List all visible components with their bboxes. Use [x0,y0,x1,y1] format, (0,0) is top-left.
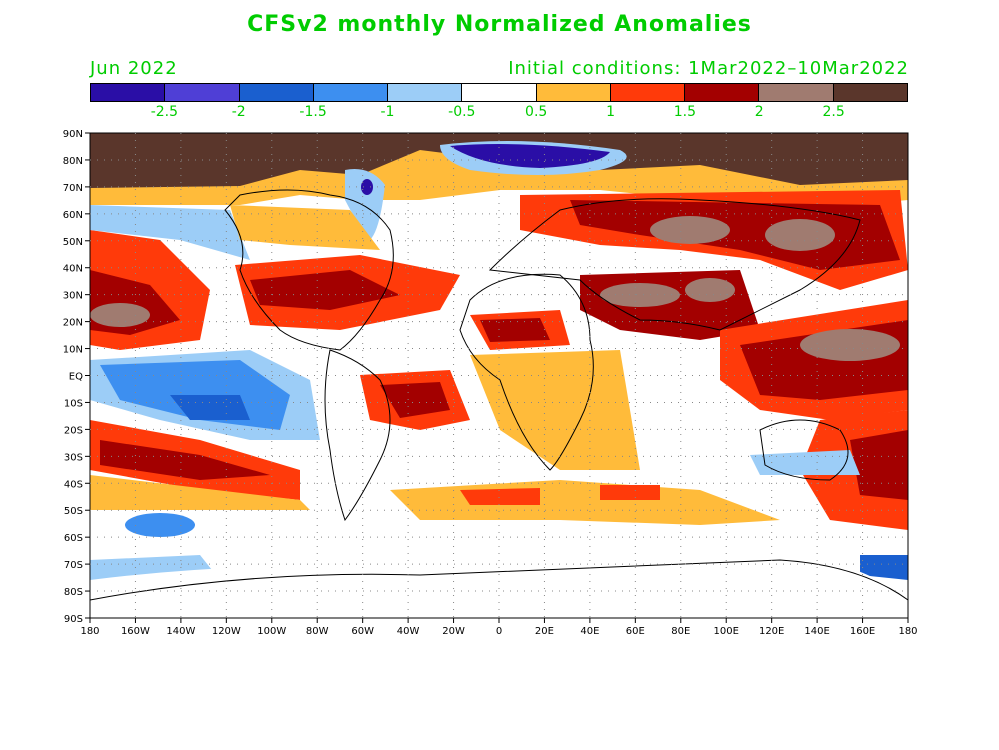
legend-swatch [239,84,314,101]
legend-swatch [313,84,389,101]
lat-tick-label: 50S [64,506,83,517]
lat-tick-label: EQ [69,372,83,383]
lon-tick-label: 0 [496,626,502,637]
lat-tick-label: 10N [63,345,83,356]
lon-tick-label: 180 [898,626,917,637]
lat-tick-label: 20N [63,318,83,329]
lat-tick-label: 40N [63,264,83,275]
lat-tick-label: 60S [64,533,83,544]
lon-tick-label: 180 [80,626,99,637]
legend-swatch [91,84,166,101]
legend-swatch [462,84,537,101]
longitude-axis: 180 160W 140W 120W 100W 80W 60W 40W 20W 0 20E 40E 60… [80,618,918,637]
lat-tick-label: 30S [64,452,83,463]
lon-tick-label: 80E [671,626,690,637]
legend-label: 1.5 [673,104,697,120]
lat-tick-label: 70S [64,560,83,571]
lat-tick-label: 90S [64,614,83,625]
lon-tick-label: 100E [714,626,739,637]
lat-tick-label: 20S [64,425,83,436]
legend-label: 2 [754,104,764,120]
legend-swatch [388,84,463,101]
color-legend-labels: -2.5 -2 -1.5 -1 -0.5 0.5 1 1.5 2 2.5 [90,104,908,122]
legend-label: 1 [606,104,615,120]
lat-tick-label: 80S [64,587,83,598]
legend-label: 2.5 [822,104,845,120]
lon-tick-label: 120W [212,626,241,637]
legend-label: -1.5 [299,104,327,120]
lat-tick-label: 40S [64,479,83,490]
legend-swatch [610,84,686,101]
legend-swatch [685,84,760,101]
legend-label: -2.5 [150,104,179,120]
legend-swatch [536,84,611,101]
latitude-axis: 90N 80N 70N 60N 50N 40N 30N 20N 10N EQ 10S 20S 30S 40… [63,129,90,625]
lat-tick-label: 10S [64,398,83,409]
lon-tick-label: 60W [351,626,374,637]
lon-tick-label: 40W [397,626,420,637]
map-title: CFSv2 monthly Normalized Anomalies [247,12,752,37]
legend-label: -2 [231,104,246,120]
legend-label: -1 [380,104,395,120]
forecast-month-label: Jun 2022 [90,58,178,79]
lon-tick-label: 40E [580,626,599,637]
lon-tick-label: 80W [306,626,329,637]
lon-tick-label: 140W [166,626,195,637]
lon-tick-label: 20W [442,626,465,637]
lon-tick-label: 120E [759,626,784,637]
color-legend-bar [90,83,908,102]
legend-swatch [759,84,834,101]
legend-label: 0.5 [525,104,548,120]
initial-conditions-label: Initial conditions: 1Mar2022–10Mar2022 [508,58,909,79]
lat-tick-label: 80N [63,156,83,167]
lon-tick-label: 100W [257,626,286,637]
legend-swatch [833,84,907,101]
lat-tick-label: 60N [63,210,83,221]
anomaly-field [90,133,908,618]
lat-tick-label: 50N [63,237,83,248]
lat-tick-label: 70N [63,183,83,194]
lon-tick-label: 60E [626,626,645,637]
lon-tick-label: 160E [850,626,875,637]
lon-tick-label: 160W [121,626,150,637]
lon-tick-label: 140E [804,626,829,637]
legend-swatch [165,84,240,101]
lat-tick-label: 30N [63,291,83,302]
lon-tick-label: 20E [535,626,554,637]
lat-tick-label: 90N [63,129,83,140]
legend-label: -0.5 [448,104,476,120]
